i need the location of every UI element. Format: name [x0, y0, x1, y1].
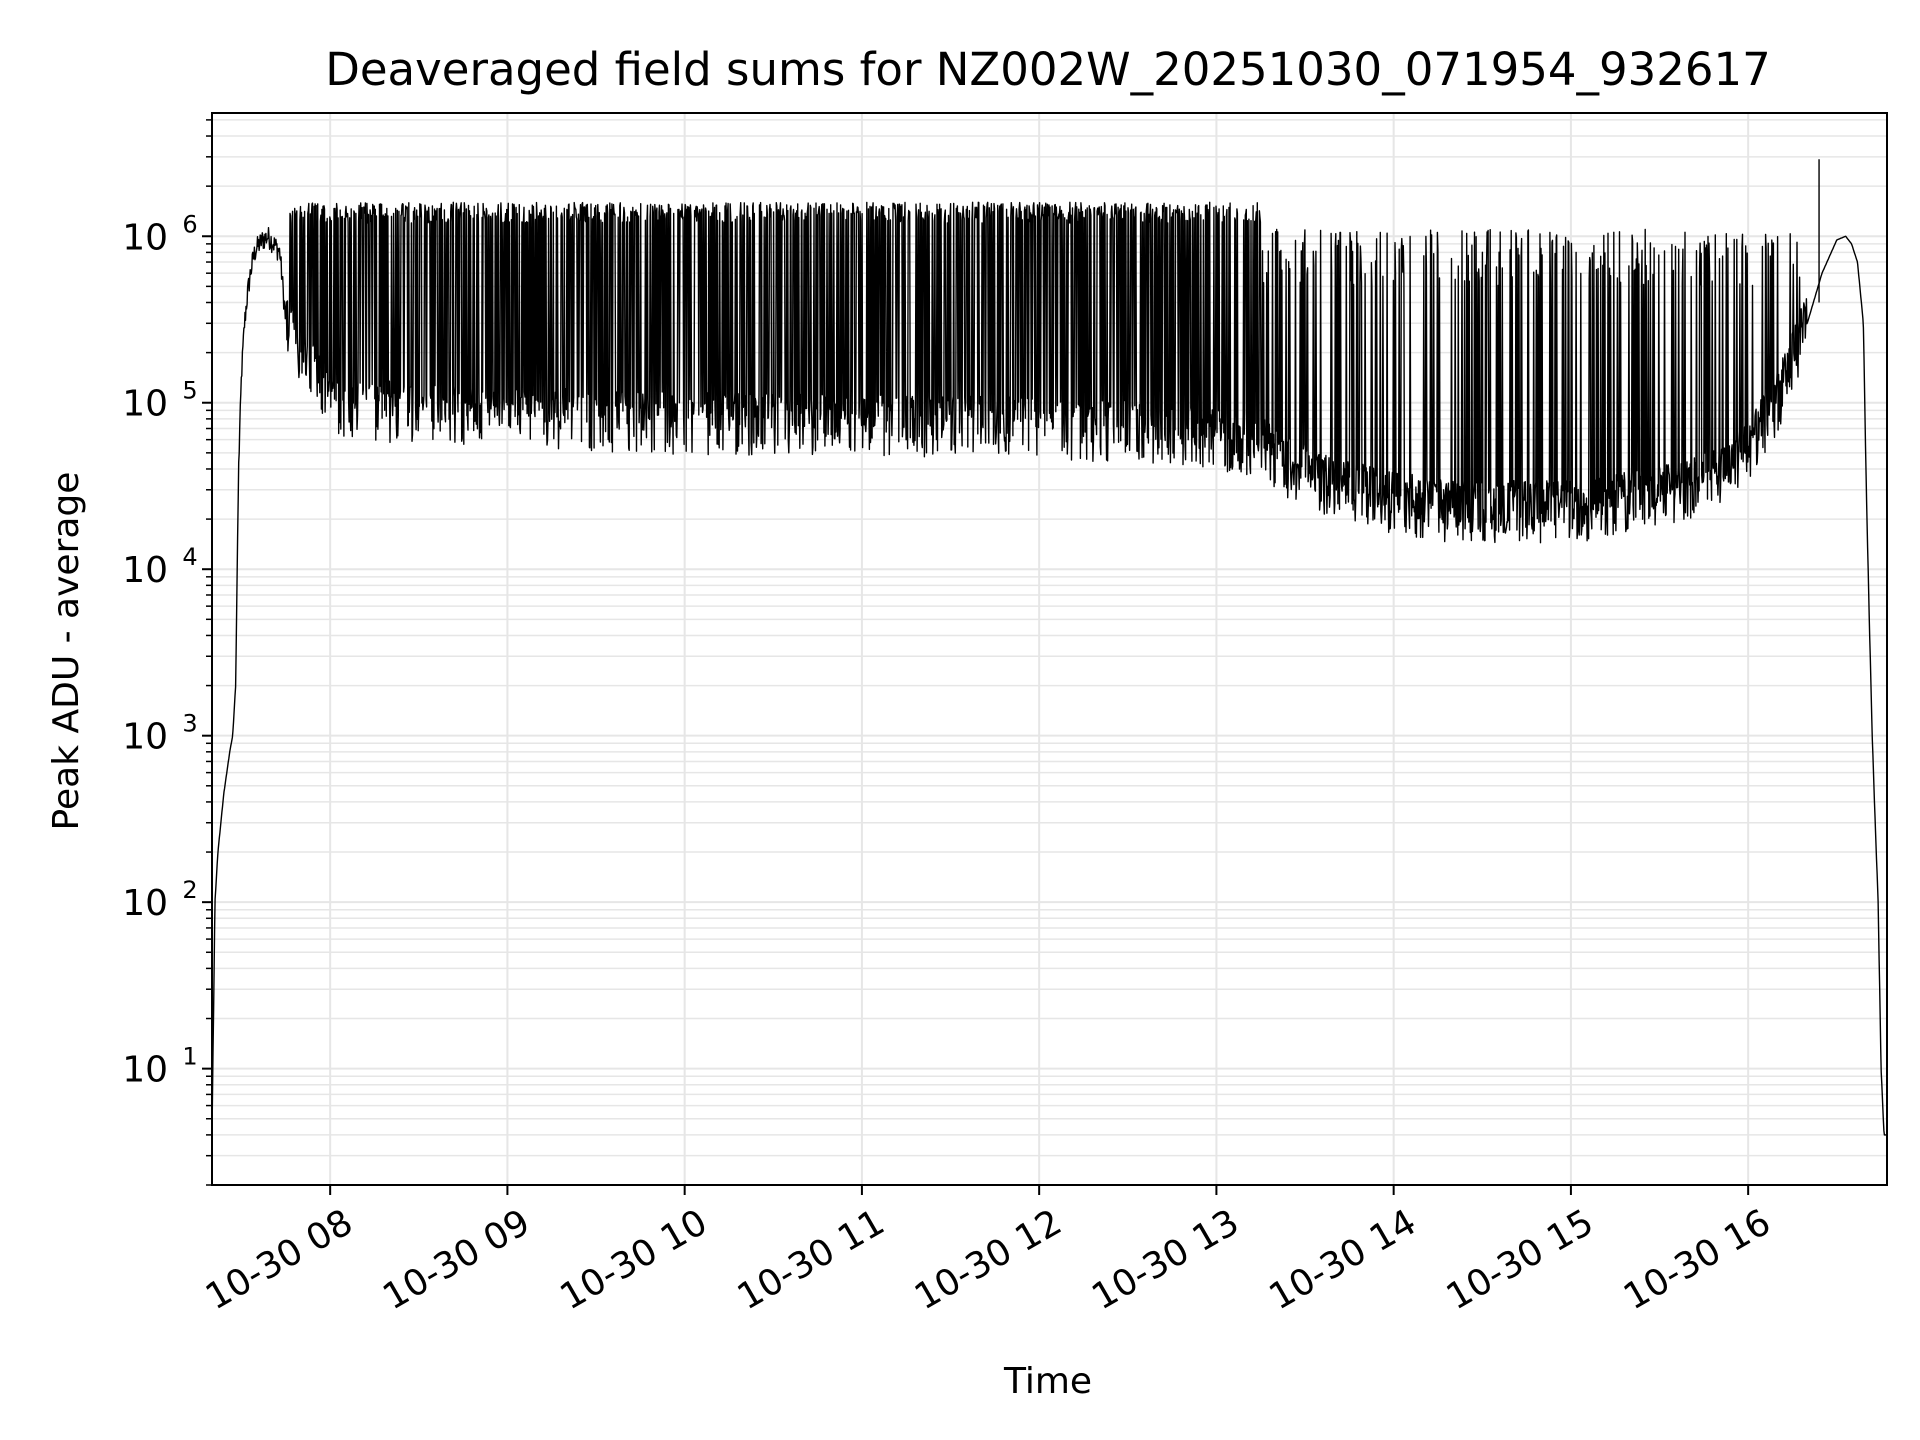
y-tick-exponent: 3: [182, 710, 197, 738]
y-tick-exponent: 4: [182, 543, 197, 571]
y-tick-exponent: 6: [182, 210, 197, 238]
y-tick-label: 10: [122, 883, 168, 924]
y-tick-label: 10: [122, 384, 168, 425]
series-line: [211, 201, 1888, 1136]
y-tick-exponent: 1: [182, 1043, 197, 1071]
y-axis-label: Peak ADU - average: [46, 472, 87, 831]
series-line-layer: [211, 159, 1888, 1136]
chart-title: Deaveraged field sums for NZ002W_2025103…: [325, 43, 1771, 96]
y-tick-label: 10: [122, 1050, 168, 1091]
y-tick-label: 10: [122, 217, 168, 258]
plot-frame: [211, 112, 1888, 1186]
x-axis-label: Time: [1003, 1361, 1092, 1402]
y-tick-exponent: 2: [182, 876, 197, 904]
y-tick-exponent: 5: [182, 377, 197, 405]
y-tick-label: 10: [122, 550, 168, 591]
y-tick-label: 10: [122, 717, 168, 758]
